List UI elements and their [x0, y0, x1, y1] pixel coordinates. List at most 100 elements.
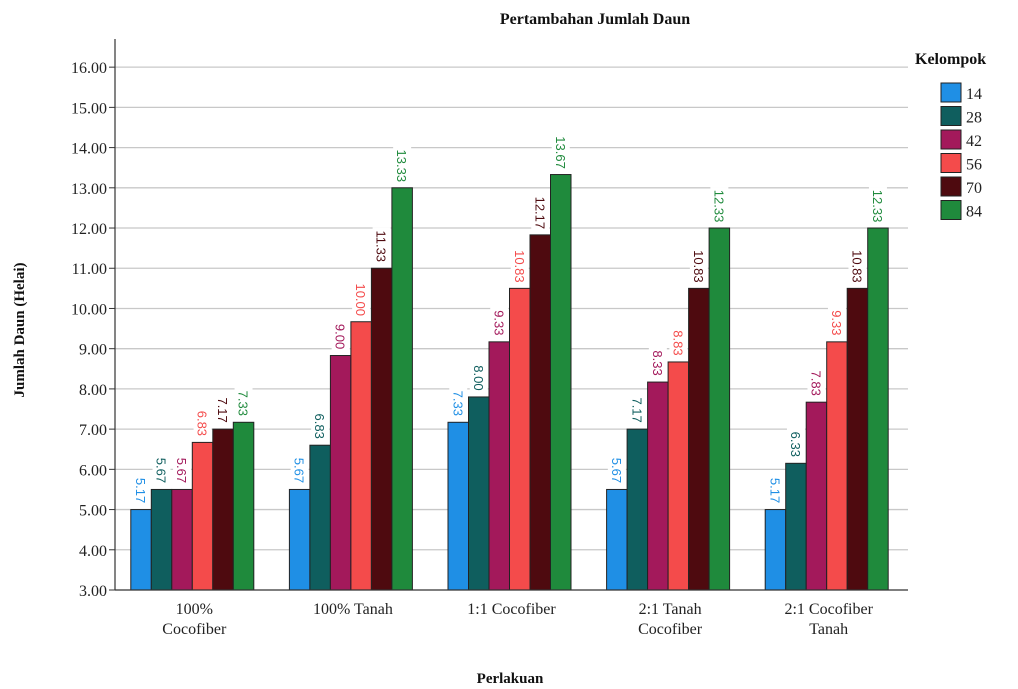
data-label: 9.33 — [827, 306, 846, 339]
bar-84 — [232, 421, 255, 591]
data-label-bg — [152, 454, 171, 487]
bar-42 — [329, 355, 352, 591]
bar-42 — [488, 341, 510, 591]
legend-swatch — [940, 200, 962, 220]
data-label-text: 5.67 — [609, 458, 624, 483]
data-label: 10.83 — [848, 247, 867, 286]
bar-14 — [447, 421, 469, 591]
data-label-bg — [551, 133, 570, 172]
data-label-bg — [490, 306, 509, 339]
bar-42 — [805, 401, 828, 591]
data-label: 7.33 — [234, 387, 253, 420]
bar-70 — [529, 234, 551, 591]
y-tick-label: 9.00 — [79, 342, 107, 359]
data-label-text: 13.67 — [553, 136, 568, 169]
data-label: 13.33 — [393, 146, 412, 185]
y-tick-label: 3.00 — [79, 583, 107, 600]
data-label-text: 8.33 — [650, 350, 665, 375]
bar-56 — [350, 321, 372, 591]
bar-70 — [212, 428, 234, 591]
data-label-text: 10.00 — [353, 283, 368, 316]
data-label-bg — [848, 247, 867, 286]
data-label-text: 10.83 — [691, 250, 706, 283]
data-label-text: 7.33 — [450, 391, 465, 416]
data-label-bg — [531, 193, 550, 232]
data-label: 8.00 — [469, 361, 488, 394]
bar-28 — [150, 488, 173, 591]
y-tick-label: 15.00 — [71, 100, 107, 117]
axes: 3.00 4.00 5.00 6.00 7.00 8.00 9.00 10.00 11.00 12… — [71, 39, 908, 638]
bar-70 — [370, 267, 393, 591]
bar-70 — [688, 287, 710, 591]
data-label-text: 7.83 — [808, 371, 823, 396]
legend-swatch — [940, 129, 962, 150]
data-label: 12.33 — [710, 187, 729, 226]
data-label-bg — [331, 320, 350, 353]
bar-56 — [191, 441, 214, 591]
data-label-bg — [352, 280, 371, 319]
bar-84 — [708, 227, 731, 591]
data-label-text: 11.33 — [374, 230, 389, 262]
data-label: 9.00 — [331, 320, 350, 353]
bar-14 — [764, 509, 787, 591]
data-label-text: 8.83 — [670, 330, 685, 355]
x-tick-label: 100% Tanah — [313, 601, 393, 618]
data-label: 8.33 — [648, 347, 667, 380]
data-label: 5.67 — [290, 454, 309, 487]
data-labels: 5.17 5.67 5.67 6.83 7.17 7.33 5.67 6.83 9.00 10.0… — [132, 133, 887, 507]
data-label-bg — [689, 247, 708, 286]
data-label: 5.67 — [152, 454, 171, 487]
bar-56 — [509, 287, 531, 591]
data-label-text: 10.83 — [849, 250, 864, 283]
x-tick-label: 2:1 Tanah Cocofiber — [638, 601, 703, 638]
bar-28 — [785, 462, 807, 591]
data-label-bg — [766, 474, 785, 507]
data-label-bg — [710, 187, 729, 226]
legend-label: 56 — [966, 157, 982, 174]
data-label: 5.67 — [173, 454, 192, 487]
y-tick-label: 5.00 — [79, 503, 107, 520]
data-label-bg — [173, 454, 192, 487]
bar-42 — [647, 381, 669, 591]
legend-swatch — [940, 82, 962, 103]
bar-14 — [606, 488, 628, 591]
data-label-bg — [510, 247, 529, 286]
data-label: 10.83 — [510, 247, 529, 286]
data-label-text: 5.67 — [174, 458, 189, 483]
data-label: 7.83 — [807, 367, 826, 400]
data-label-bg — [669, 326, 688, 359]
data-label: 12.17 — [531, 193, 550, 232]
data-label-text: 6.33 — [788, 432, 803, 457]
y-tick-label: 10.00 — [71, 301, 107, 318]
data-label-text: 9.33 — [491, 310, 506, 335]
data-label-text: 7.17 — [215, 397, 230, 422]
data-label-text: 5.67 — [154, 458, 169, 483]
data-label: 7.33 — [449, 387, 468, 420]
y-tick-label: 6.00 — [79, 462, 107, 479]
legend-label: 84 — [966, 204, 982, 221]
data-label: 5.17 — [766, 474, 785, 507]
data-label-bg — [193, 407, 212, 440]
legend: Kelompok 14 28 42 56 70 84 — [915, 51, 986, 221]
data-label-bg — [132, 474, 151, 507]
data-label-bg — [868, 187, 887, 226]
bar-14 — [288, 488, 311, 591]
data-label-bg — [234, 387, 253, 420]
x-axis-title: Perlakuan — [477, 671, 544, 687]
bar-28 — [309, 444, 331, 591]
legend-label: 70 — [966, 180, 982, 197]
y-tick-label: 13.00 — [71, 181, 107, 198]
data-label-bg — [214, 394, 233, 427]
data-label: 5.17 — [132, 474, 151, 507]
bar-56 — [826, 341, 848, 591]
data-label: 6.83 — [311, 410, 330, 443]
bar-84 — [550, 174, 572, 591]
data-label-text: 12.17 — [532, 197, 547, 230]
y-tick-label: 4.00 — [79, 543, 107, 560]
legend-swatch — [940, 176, 962, 197]
data-label-text: 5.17 — [133, 478, 148, 503]
data-label: 10.00 — [352, 280, 371, 319]
data-label: 13.67 — [551, 133, 570, 172]
data-label-text: 6.83 — [312, 414, 327, 439]
x-tick-label: 2:1 Cocofiber Tanah — [784, 601, 873, 638]
